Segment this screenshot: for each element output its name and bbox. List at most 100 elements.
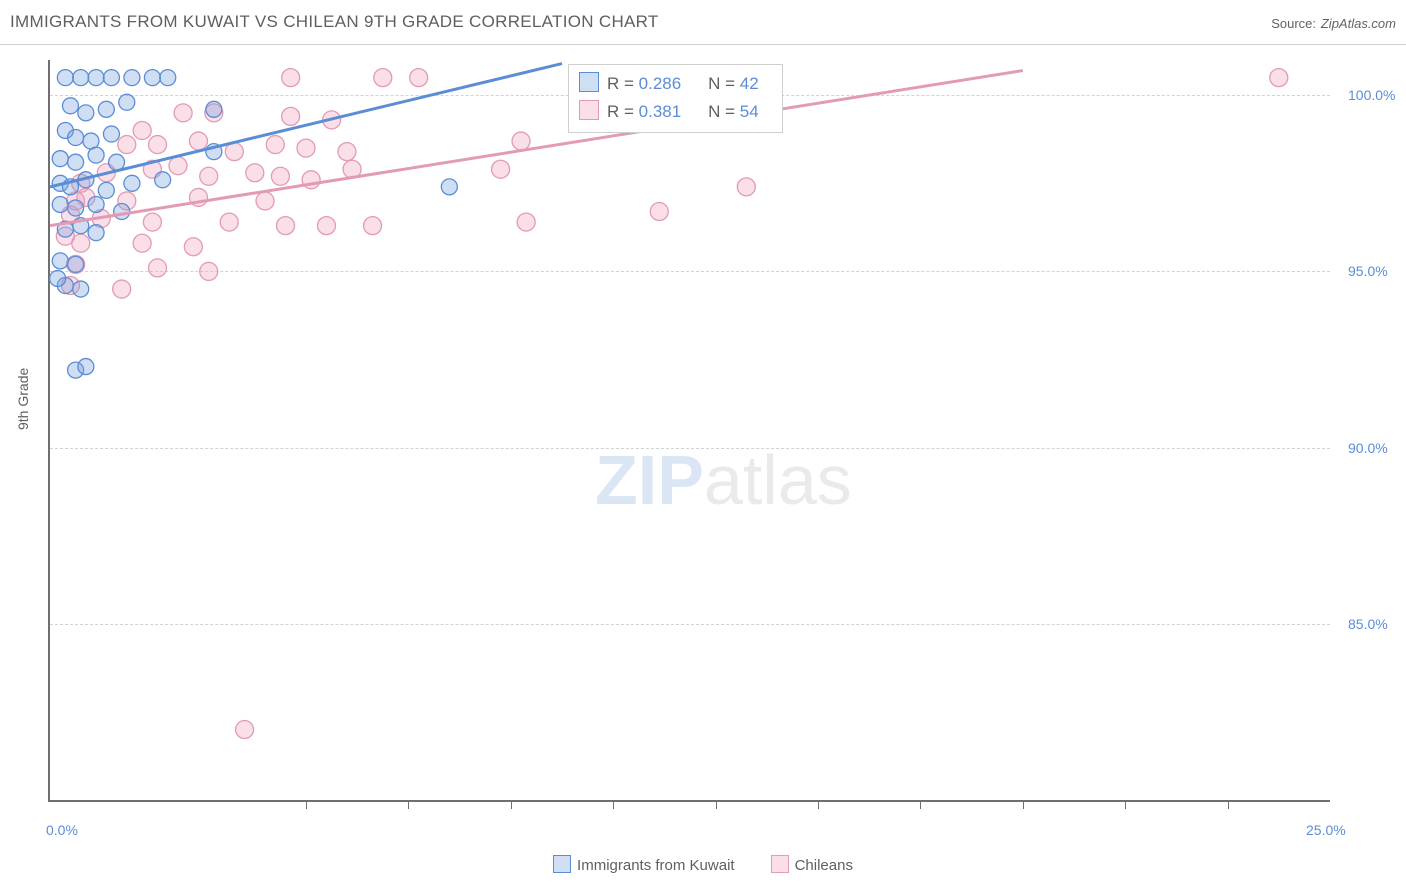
n-value: 42 xyxy=(740,70,770,98)
x-tick xyxy=(1125,800,1126,809)
y-tick-label: 95.0% xyxy=(1348,263,1388,279)
kuwait-point xyxy=(73,70,89,86)
kuwait-point xyxy=(52,253,68,269)
r-value: 0.381 xyxy=(639,98,699,126)
chileans-point xyxy=(297,139,315,157)
chart-svg xyxy=(50,60,1330,800)
chileans-point xyxy=(200,167,218,185)
chileans-point xyxy=(266,136,284,154)
chileans-point xyxy=(650,203,668,221)
kuwait-point xyxy=(68,130,84,146)
chileans-point xyxy=(492,160,510,178)
x-tick xyxy=(511,800,512,809)
kuwait-point xyxy=(103,126,119,142)
chileans-point xyxy=(277,217,295,235)
chileans-point xyxy=(133,234,151,252)
chileans-point xyxy=(517,213,535,231)
x-tick-label: 0.0% xyxy=(46,822,78,838)
kuwait-point xyxy=(124,175,140,191)
x-tick xyxy=(1023,800,1024,809)
kuwait-point xyxy=(88,196,104,212)
chileans-point xyxy=(374,69,392,87)
kuwait-swatch xyxy=(553,855,571,873)
x-tick xyxy=(920,800,921,809)
chileans-point xyxy=(282,107,300,125)
kuwait-point xyxy=(68,256,84,272)
x-tick-label: 25.0% xyxy=(1306,822,1346,838)
legend-item-kuwait: Immigrants from Kuwait xyxy=(553,857,735,874)
x-tick xyxy=(1228,800,1229,809)
x-tick xyxy=(613,800,614,809)
stat-row-kuwait: R = 0.286 N = 42 xyxy=(579,70,770,98)
kuwait-point xyxy=(68,200,84,216)
kuwait-point xyxy=(114,204,130,220)
scatter-plot-area: ZIPatlas R = 0.286 N = 42R = 0.381 N = 5… xyxy=(48,60,1330,802)
kuwait-point xyxy=(98,101,114,117)
kuwait-point xyxy=(103,70,119,86)
stat-row-chileans: R = 0.381 N = 54 xyxy=(579,98,770,126)
y-tick-label: 90.0% xyxy=(1348,440,1388,456)
chileans-point xyxy=(282,69,300,87)
x-tick xyxy=(306,800,307,809)
n-label: N = xyxy=(708,74,740,93)
kuwait-point xyxy=(160,70,176,86)
kuwait-point xyxy=(50,270,66,286)
chileans-point xyxy=(512,132,530,150)
chileans-point xyxy=(236,721,254,739)
kuwait-point xyxy=(52,196,68,212)
header-bar: IMMIGRANTS FROM KUWAIT VS CHILEAN 9TH GR… xyxy=(0,0,1406,45)
kuwait-point xyxy=(441,179,457,195)
kuwait-point xyxy=(155,172,171,188)
chileans-point xyxy=(184,238,202,256)
kuwait-point xyxy=(62,98,78,114)
chileans-point xyxy=(149,136,167,154)
chileans-point xyxy=(174,104,192,122)
kuwait-point xyxy=(124,70,140,86)
chileans-point xyxy=(246,164,264,182)
r-value: 0.286 xyxy=(639,70,699,98)
r-label: R = xyxy=(607,102,639,121)
chileans-point xyxy=(364,217,382,235)
chileans-swatch xyxy=(579,100,599,120)
kuwait-point xyxy=(73,281,89,297)
chileans-point xyxy=(271,167,289,185)
x-tick xyxy=(818,800,819,809)
chileans-swatch xyxy=(771,855,789,873)
x-tick xyxy=(408,800,409,809)
kuwait-point xyxy=(144,70,160,86)
kuwait-point xyxy=(88,70,104,86)
chileans-point xyxy=(1270,69,1288,87)
chileans-point xyxy=(133,121,151,139)
kuwait-point xyxy=(88,225,104,241)
chileans-point xyxy=(410,69,428,87)
kuwait-point xyxy=(119,94,135,110)
kuwait-point xyxy=(78,105,94,121)
kuwait-point xyxy=(98,182,114,198)
chileans-point xyxy=(149,259,167,277)
chart-title: IMMIGRANTS FROM KUWAIT VS CHILEAN 9TH GR… xyxy=(10,12,659,32)
legend-label: Chileans xyxy=(795,857,853,874)
y-tick-label: 100.0% xyxy=(1348,87,1395,103)
legend-item-chileans: Chileans xyxy=(771,857,853,874)
chileans-point xyxy=(200,262,218,280)
n-label: N = xyxy=(708,102,740,121)
y-tick-label: 85.0% xyxy=(1348,616,1388,632)
kuwait-point xyxy=(88,147,104,163)
chileans-point xyxy=(113,280,131,298)
kuwait-point xyxy=(78,359,94,375)
chileans-point xyxy=(220,213,238,231)
chileans-point xyxy=(317,217,335,235)
chileans-point xyxy=(118,136,136,154)
chileans-point xyxy=(189,132,207,150)
n-value: 54 xyxy=(740,98,770,126)
source-value: ZipAtlas.com xyxy=(1321,16,1396,31)
chileans-point xyxy=(256,192,274,210)
correlation-stat-box: R = 0.286 N = 42R = 0.381 N = 54 xyxy=(568,64,783,133)
r-label: R = xyxy=(607,74,639,93)
y-axis-label: 9th Grade xyxy=(15,368,31,430)
x-tick xyxy=(716,800,717,809)
kuwait-point xyxy=(206,101,222,117)
chileans-point xyxy=(737,178,755,196)
kuwait-swatch xyxy=(579,72,599,92)
source-label: Source: xyxy=(1271,16,1316,31)
